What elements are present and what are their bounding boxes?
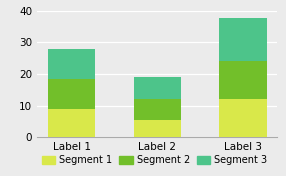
- Legend: Segment 1, Segment 2, Segment 3: Segment 1, Segment 2, Segment 3: [38, 152, 271, 169]
- Bar: [48, 49, 95, 79]
- Bar: [219, 99, 267, 137]
- Bar: [48, 109, 95, 137]
- Bar: [219, 18, 267, 61]
- Bar: [48, 79, 95, 109]
- Bar: [134, 99, 181, 120]
- Bar: [134, 120, 181, 137]
- Bar: [134, 77, 181, 99]
- Bar: [219, 61, 267, 99]
